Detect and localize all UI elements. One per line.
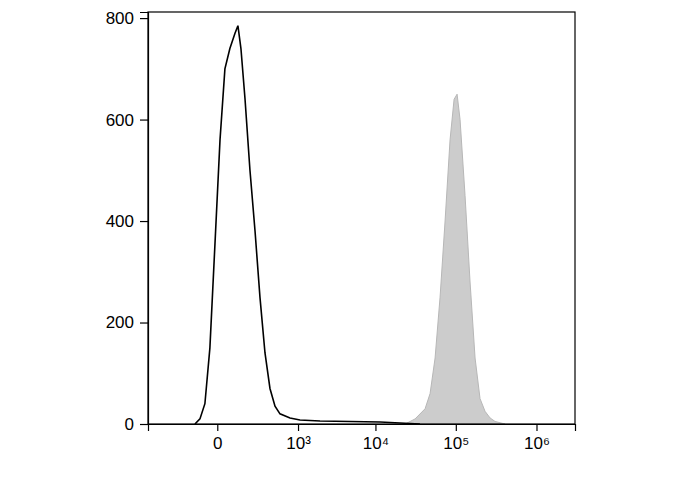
y-tick: 600 (106, 111, 148, 130)
y-tick-mark (140, 221, 148, 222)
x-tick: 10⁵ (443, 424, 469, 453)
x-tick-label: 10⁵ (443, 434, 469, 453)
y-tick-label: 200 (106, 313, 134, 332)
y-tick: 0 (125, 415, 148, 434)
y-tick-label: 600 (106, 111, 134, 130)
plot-area (195, 26, 505, 424)
y-tick: 800 (106, 9, 148, 28)
chart: 0 10³ 10⁴ 10⁵ 10⁶ 0 200 400 600 800 (0, 0, 688, 490)
y-tick-label: 0 (125, 415, 134, 434)
x-tick-label: 10³ (286, 434, 311, 453)
y-tick-label: 800 (106, 9, 134, 28)
x-tick-mark (536, 424, 537, 431)
y-tick-mark (140, 119, 148, 120)
x-axis-line (149, 425, 576, 432)
x-tick-mark (298, 424, 299, 431)
y-tick-label: 400 (106, 212, 134, 231)
y-tick: 200 (106, 313, 148, 332)
histogram-line (195, 26, 420, 424)
plot-frame (148, 12, 575, 424)
y-tick: 400 (106, 212, 148, 231)
x-tick-mark (375, 424, 376, 431)
x-tick: 10⁶ (524, 424, 550, 453)
x-tick-label: 10⁴ (363, 434, 389, 453)
x-tick: 10³ (286, 424, 311, 453)
x-tick-label: 10⁶ (524, 434, 550, 453)
y-axis-line (140, 13, 149, 425)
x-tick-mark (456, 424, 457, 431)
y-axis: 0 200 400 600 800 (106, 9, 149, 434)
x-axis: 0 10³ 10⁴ 10⁵ 10⁶ (149, 424, 576, 453)
x-tick: 0 (213, 424, 222, 453)
histogram-area (405, 94, 505, 424)
y-tick-mark (140, 424, 148, 425)
y-tick-mark (140, 322, 148, 323)
x-tick-label: 0 (213, 434, 222, 453)
x-tick: 10⁴ (363, 424, 389, 453)
y-tick-mark (140, 18, 148, 19)
x-tick-mark (217, 424, 218, 431)
